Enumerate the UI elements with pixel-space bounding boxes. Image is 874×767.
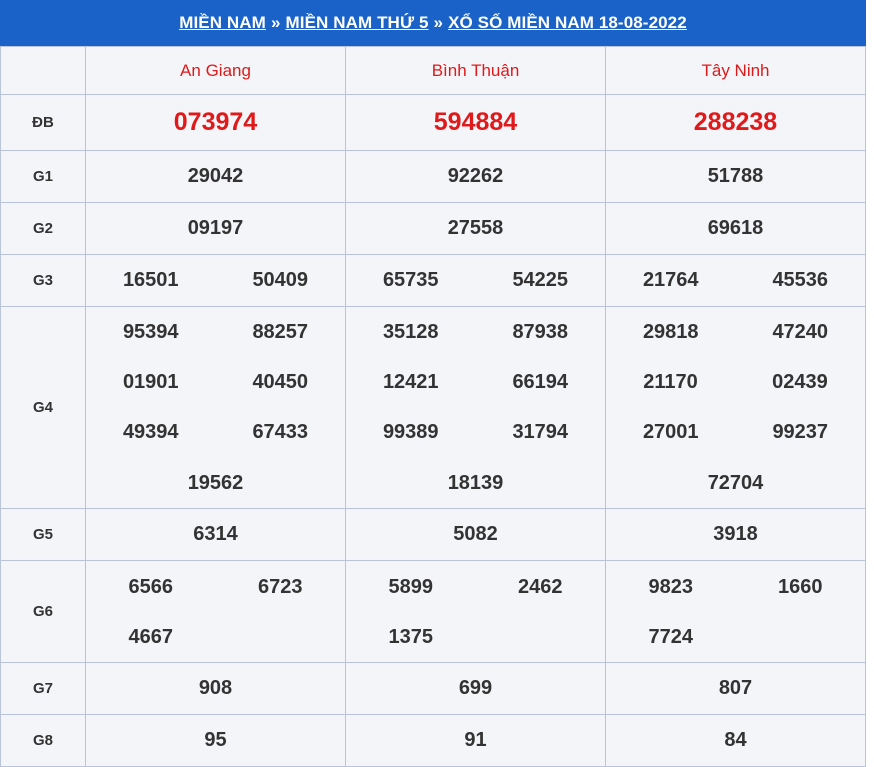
breadcrumb-separator: » — [270, 13, 281, 32]
prize-row-g6: G6 6566 6723 4667 5899 2462 1375 9823 1660 772… — [0, 560, 866, 663]
prize-row-g7: G7 908 699 807 — [0, 662, 866, 715]
prize-value: 95 — [85, 714, 346, 767]
prize-value: 4667 — [128, 625, 174, 648]
prize-row-g1: G1 29042 92262 51788 — [0, 150, 866, 203]
prize-value: 6314 — [85, 508, 346, 561]
prize-row-g5: G5 6314 5082 3918 — [0, 508, 866, 561]
prize-value: 7724 — [648, 625, 694, 648]
prize-value: 6566 — [128, 575, 174, 598]
prize-cell: 9823 1660 7724 — [605, 560, 866, 663]
prize-row-g4: G4 95394 88257 01901 40450 49394 67433 1956… — [0, 306, 866, 509]
prize-value: 21170 — [643, 371, 698, 393]
prize-value: 47240 — [772, 321, 829, 343]
prize-row-g8: G8 95 91 84 — [0, 714, 866, 767]
prize-value: 3918 — [605, 508, 866, 561]
lottery-results-table: An Giang Bình Thuận Tây Ninh ĐB 073974 5… — [0, 46, 866, 767]
prize-value: 16501 — [122, 269, 179, 291]
breadcrumb-separator: » — [433, 13, 444, 32]
prize-cell: 29818 47240 21170 02439 27001 99237 72704 — [605, 306, 866, 509]
prize-label: ĐB — [0, 94, 86, 151]
prize-value: 65735 — [382, 269, 439, 291]
prize-value: 1660 — [778, 575, 823, 598]
prize-value: 5899 — [388, 575, 434, 598]
prize-cell: 16501 50409 — [85, 254, 346, 307]
prize-value: 594884 — [345, 94, 606, 151]
prize-label: G4 — [0, 306, 86, 509]
prize-value: 87938 — [512, 321, 569, 343]
prize-value: 2462 — [518, 575, 563, 598]
prize-value: 5082 — [345, 508, 606, 561]
prize-value: 288238 — [605, 94, 866, 151]
prize-value: 67433 — [252, 421, 309, 443]
prize-value: 66194 — [512, 371, 569, 393]
prize-value: 88257 — [252, 321, 309, 343]
prize-cell: 95394 88257 01901 40450 49394 67433 19562 — [85, 306, 346, 509]
prize-cell: 35128 87938 12421 66194 99389 31794 18139 — [345, 306, 606, 509]
prize-row-g3: G3 16501 50409 65735 54225 21764 45536 — [0, 254, 866, 307]
prize-value: 29818 — [642, 321, 699, 343]
prize-value: 54225 — [512, 269, 569, 291]
prize-cell: 21764 45536 — [605, 254, 866, 307]
empty-corner-cell — [0, 46, 86, 95]
prize-value: 02439 — [772, 371, 828, 393]
breadcrumb-link-xo-so-date[interactable]: XỔ SỐ MIỀN NAM 18-08-2022 — [448, 13, 687, 32]
breadcrumb-link-mien-nam[interactable]: MIỀN NAM — [179, 13, 266, 32]
prize-label: G6 — [0, 560, 86, 663]
prize-value: 073974 — [85, 94, 346, 151]
prize-value: 69618 — [605, 202, 866, 255]
prize-value: 807 — [605, 662, 866, 715]
province-header-row: An Giang Bình Thuận Tây Ninh — [0, 46, 866, 95]
prize-cell: 6566 6723 4667 — [85, 560, 346, 663]
prize-value: 95394 — [122, 321, 179, 343]
prize-label: G1 — [0, 150, 86, 203]
prize-value: 01901 — [122, 371, 179, 393]
prize-value: 1375 — [388, 625, 434, 648]
prize-value: 18139 — [447, 471, 504, 494]
prize-value: 35128 — [382, 321, 439, 343]
prize-value: 29042 — [85, 150, 346, 203]
prize-value: 91 — [345, 714, 606, 767]
prize-value: 27558 — [345, 202, 606, 255]
prize-label: G7 — [0, 662, 86, 715]
breadcrumb-link-mien-nam-thu-5[interactable]: MIỀN NAM THỨ 5 — [285, 13, 429, 32]
province-tay-ninh[interactable]: Tây Ninh — [605, 46, 866, 95]
prize-value: 92262 — [345, 150, 606, 203]
prize-value: 908 — [85, 662, 346, 715]
prize-value: 699 — [345, 662, 606, 715]
prize-value: 31794 — [512, 421, 569, 443]
prize-value: 45536 — [772, 269, 829, 291]
prize-value: 40450 — [252, 371, 309, 393]
prize-cell: 5899 2462 1375 — [345, 560, 606, 663]
prize-label: G5 — [0, 508, 86, 561]
prize-value: 12421 — [382, 371, 439, 393]
province-binh-thuan[interactable]: Bình Thuận — [345, 46, 606, 95]
prize-value: 19562 — [187, 471, 244, 494]
prize-value: 51788 — [605, 150, 866, 203]
prize-value: 99389 — [382, 421, 439, 443]
province-an-giang[interactable]: An Giang — [85, 46, 346, 95]
prize-value: 9823 — [648, 575, 694, 598]
prize-row-db: ĐB 073974 594884 288238 — [0, 94, 866, 151]
breadcrumb: MIỀN NAM » MIỀN NAM THỨ 5 » XỔ SỐ MIỀN N… — [0, 0, 866, 46]
prize-value: 21764 — [642, 269, 699, 291]
prize-value: 84 — [605, 714, 866, 767]
prize-cell: 65735 54225 — [345, 254, 606, 307]
prize-label: G3 — [0, 254, 86, 307]
prize-value: 72704 — [707, 471, 764, 494]
prize-label: G8 — [0, 714, 86, 767]
prize-value: 09197 — [85, 202, 346, 255]
prize-label: G2 — [0, 202, 86, 255]
prize-value: 99237 — [772, 421, 829, 443]
prize-value: 50409 — [252, 269, 309, 291]
prize-value: 49394 — [122, 421, 179, 443]
prize-value: 27001 — [642, 421, 699, 443]
prize-value: 6723 — [258, 575, 303, 598]
prize-row-g2: G2 09197 27558 69618 — [0, 202, 866, 255]
